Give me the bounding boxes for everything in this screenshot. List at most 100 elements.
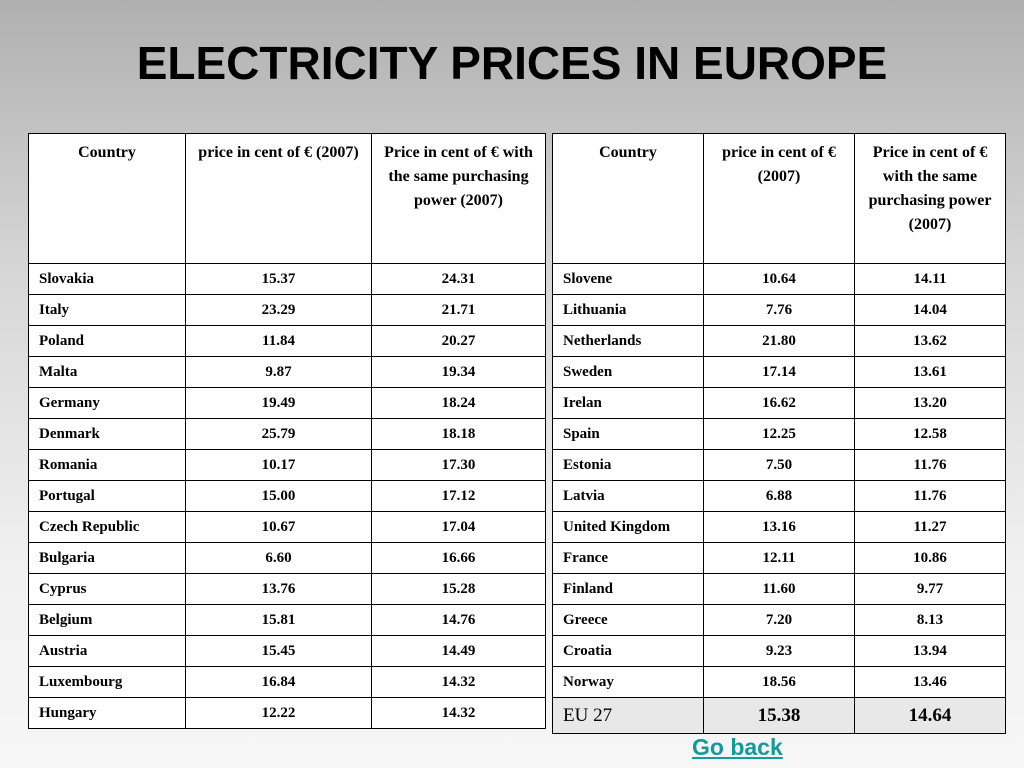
- table-row: Greece 7.20 8.13: [552, 604, 1006, 636]
- ppp-price-cell: 20.27: [371, 325, 546, 357]
- table-row: Finland 11.60 9.77: [552, 573, 1006, 605]
- ppp-price-cell: 11.76: [854, 449, 1006, 481]
- price-cell: 10.64: [703, 263, 855, 295]
- table-row: Slovene 10.64 14.11: [552, 263, 1006, 295]
- country-cell: United Kingdom: [552, 511, 704, 543]
- country-cell: Austria: [28, 635, 186, 667]
- ppp-price-cell: 13.62: [854, 325, 1006, 357]
- price-cell: 10.67: [185, 511, 372, 543]
- table-row: Poland 11.84 20.27: [28, 325, 546, 357]
- table-row: Sweden 17.14 13.61: [552, 356, 1006, 388]
- table-row: Cyprus 13.76 15.28: [28, 573, 546, 605]
- price-cell: 13.76: [185, 573, 372, 605]
- ppp-price-cell: 13.46: [854, 666, 1006, 698]
- price-cell: 16.84: [185, 666, 372, 698]
- country-cell: Lithuania: [552, 294, 704, 326]
- price-cell: 11.84: [185, 325, 372, 357]
- ppp-price-cell: 18.18: [371, 418, 546, 450]
- ppp-price-cell: 13.94: [854, 635, 1006, 667]
- country-cell: Luxembourg: [28, 666, 186, 698]
- country-cell: Spain: [552, 418, 704, 450]
- ppp-price-cell: 13.61: [854, 356, 1006, 388]
- table-row: Slovakia 15.37 24.31: [28, 263, 546, 295]
- ppp-price-cell: 11.76: [854, 480, 1006, 512]
- country-cell: Italy: [28, 294, 186, 326]
- eu-ppp-price-cell: 14.64: [854, 697, 1006, 734]
- price-cell: 9.23: [703, 635, 855, 667]
- ppp-price-cell: 17.04: [371, 511, 546, 543]
- price-cell: 7.50: [703, 449, 855, 481]
- country-cell: Bulgaria: [28, 542, 186, 574]
- table-row: Czech Republic 10.67 17.04: [28, 511, 546, 543]
- ppp-price-cell: 10.86: [854, 542, 1006, 574]
- table-row: Austria 15.45 14.49: [28, 635, 546, 667]
- country-cell: Finland: [552, 573, 704, 605]
- country-cell: Belgium: [28, 604, 186, 636]
- country-cell: Estonia: [552, 449, 704, 481]
- slide-title: ELECTRICITY PRICES IN EUROPE: [136, 37, 888, 89]
- country-cell: Denmark: [28, 418, 186, 450]
- country-cell: Latvia: [552, 480, 704, 512]
- ppp-price-cell: 24.31: [371, 263, 546, 295]
- ppp-price-cell: 16.66: [371, 542, 546, 574]
- price-cell: 23.29: [185, 294, 372, 326]
- country-cell: Portugal: [28, 480, 186, 512]
- eu-country-cell: EU 27: [552, 697, 704, 734]
- ppp-price-cell: 14.11: [854, 263, 1006, 295]
- country-cell: Poland: [28, 325, 186, 357]
- ppp-price-cell: 14.32: [371, 666, 546, 698]
- price-cell: 15.45: [185, 635, 372, 667]
- table-row: Romania 10.17 17.30: [28, 449, 546, 481]
- ppp-price-cell: 14.76: [371, 604, 546, 636]
- go-back-link[interactable]: Go back: [692, 734, 783, 760]
- price-cell: 17.14: [703, 356, 855, 388]
- ppp-price-cell: 19.34: [371, 356, 546, 388]
- country-cell: Cyprus: [28, 573, 186, 605]
- price-cell: 18.56: [703, 666, 855, 698]
- country-cell: Sweden: [552, 356, 704, 388]
- price-cell: 10.17: [185, 449, 372, 481]
- table-row: Norway 18.56 13.46: [552, 666, 1006, 698]
- price-cell: 21.80: [703, 325, 855, 357]
- price-cell: 15.37: [185, 263, 372, 295]
- column-header-country: Country: [552, 133, 704, 264]
- price-cell: 16.62: [703, 387, 855, 419]
- header-row: Country price in cent of € (2007) Price …: [552, 133, 1006, 264]
- price-cell: 6.60: [185, 542, 372, 574]
- ppp-price-cell: 8.13: [854, 604, 1006, 636]
- table-row: United Kingdom 13.16 11.27: [552, 511, 1006, 543]
- ppp-price-cell: 11.27: [854, 511, 1006, 543]
- column-header-price: price in cent of € (2007): [185, 133, 372, 264]
- country-cell: Romania: [28, 449, 186, 481]
- country-cell: Greece: [552, 604, 704, 636]
- country-cell: Norway: [552, 666, 704, 698]
- table-row: Luxembourg 16.84 14.32: [28, 666, 546, 698]
- table-row: Spain 12.25 12.58: [552, 418, 1006, 450]
- price-cell: 13.16: [703, 511, 855, 543]
- price-cell: 15.81: [185, 604, 372, 636]
- country-cell: Malta: [28, 356, 186, 388]
- ppp-price-cell: 21.71: [371, 294, 546, 326]
- table-row: Malta 9.87 19.34: [28, 356, 546, 388]
- table-row: Belgium 15.81 14.76: [28, 604, 546, 636]
- table-row: Italy 23.29 21.71: [28, 294, 546, 326]
- column-header-country: Country: [28, 133, 186, 264]
- table-row: Estonia 7.50 11.76: [552, 449, 1006, 481]
- price-cell: 7.20: [703, 604, 855, 636]
- price-cell: 11.60: [703, 573, 855, 605]
- price-cell: 9.87: [185, 356, 372, 388]
- price-cell: 7.76: [703, 294, 855, 326]
- ppp-price-cell: 18.24: [371, 387, 546, 419]
- country-cell: Netherlands: [552, 325, 704, 357]
- country-cell: France: [552, 542, 704, 574]
- ppp-price-cell: 9.77: [854, 573, 1006, 605]
- country-cell: Hungary: [28, 697, 186, 729]
- price-cell: 6.88: [703, 480, 855, 512]
- price-cell: 12.11: [703, 542, 855, 574]
- table-row: Latvia 6.88 11.76: [552, 480, 1006, 512]
- ppp-price-cell: 12.58: [854, 418, 1006, 450]
- ppp-price-cell: 17.12: [371, 480, 546, 512]
- price-cell: 12.22: [185, 697, 372, 729]
- ppp-price-cell: 13.20: [854, 387, 1006, 419]
- table-row: Netherlands 21.80 13.62: [552, 325, 1006, 357]
